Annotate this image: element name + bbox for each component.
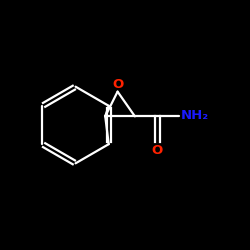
Text: O: O bbox=[112, 78, 123, 91]
Text: NH₂: NH₂ bbox=[180, 109, 209, 122]
Text: O: O bbox=[152, 144, 163, 157]
